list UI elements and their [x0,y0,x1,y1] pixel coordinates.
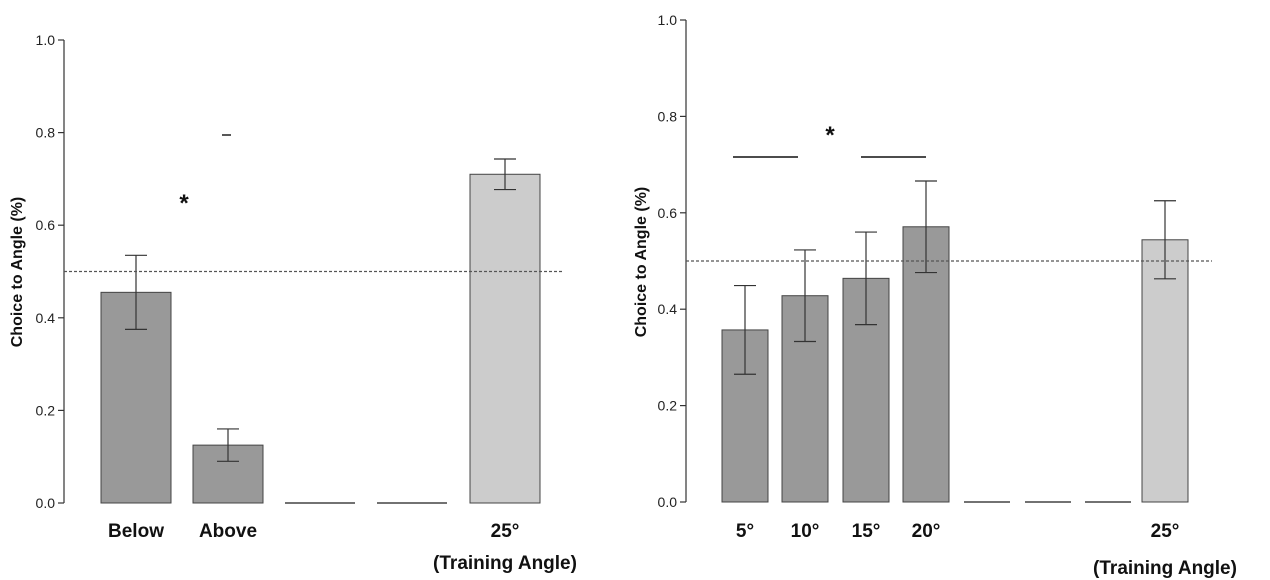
significance-star: * [179,190,189,217]
y-tick-label: 0.6 [658,205,678,221]
y-axis-label: Choice to Angle (%) [9,197,26,348]
y-tick-label: 0.0 [36,495,56,511]
significance-star: * [825,122,835,149]
x-category-sublabel: (Training Angle) [1093,558,1237,579]
x-category-label: 10° [791,521,820,542]
bar [469,173,541,504]
x-category-sublabel: (Training Angle) [433,553,577,574]
y-tick-label: 1.0 [36,32,56,48]
x-category-label: Above [199,521,257,542]
x-category-label: 25° [491,521,520,542]
y-tick-label: 0.4 [658,301,678,317]
x-category-label: 15° [852,521,881,542]
x-category-label: 25° [1151,521,1180,542]
x-category-label: 20° [912,521,941,542]
y-tick-label: 0.4 [36,310,56,326]
y-tick-label: 0.2 [36,402,56,418]
y-tick-label: 0.8 [658,108,678,124]
y-tick-label: 0.0 [658,494,678,510]
y-axis-label: Choice to Angle (%) [633,187,650,338]
y-tick-label: 0.8 [36,125,56,141]
y-tick-label: 0.2 [658,398,678,414]
y-tick-label: 1.0 [658,12,678,28]
x-category-label: 5° [736,521,754,542]
y-tick-label: 0.6 [36,217,56,233]
x-category-label: Below [108,521,164,542]
